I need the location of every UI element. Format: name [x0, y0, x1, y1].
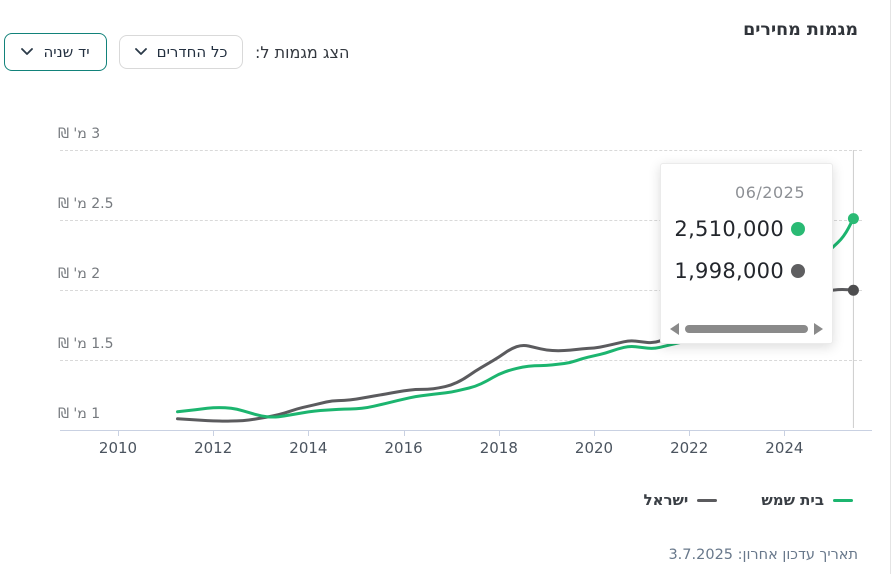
y-gridline: [60, 150, 862, 151]
x-axis-tick: [213, 430, 215, 436]
rooms-filter-value: כל החדרים: [156, 43, 228, 61]
tooltip-row-beit-shemesh: 2,510,000: [674, 215, 805, 243]
chart-legend: בית שמש ישראל: [644, 491, 853, 509]
legend-label-israel: ישראל: [643, 491, 689, 509]
x-axis-tick-label: 2016: [384, 439, 423, 457]
tooltip-row-israel: 1,998,000: [674, 257, 805, 285]
x-axis-tick: [498, 430, 500, 436]
x-axis-line: [60, 430, 872, 431]
israel-dot-icon: [791, 264, 805, 278]
tooltip-date: 06/2025: [735, 183, 805, 202]
last-update-date: תאריך עדכון אחרון: 3.7.2025: [668, 547, 858, 563]
scrollbar-thumb[interactable]: [685, 325, 808, 333]
beit-shemesh-dot-icon: [791, 222, 805, 236]
beit-shemesh-line-swatch: [833, 498, 853, 502]
tooltip-value-israel: 1,998,000: [674, 259, 784, 283]
y-axis-tick-label: 2 מ' ₪: [58, 266, 101, 282]
x-axis-tick-label: 2012: [194, 439, 233, 457]
y-axis-tick-label: 1.5 מ' ₪: [58, 336, 114, 352]
chart-tooltip: 06/2025 2,510,000 1,998,000: [660, 163, 833, 344]
trend-controls: הצג מגמות ל: כל החדרים יד שניה: [4, 33, 349, 71]
y-axis-tick-label: 3 מ' ₪: [58, 126, 101, 142]
chevron-down-icon: [21, 48, 34, 55]
x-axis-tick-label: 2022: [670, 439, 709, 457]
x-axis-tick: [403, 430, 405, 436]
deal-type-value: יד שניה: [43, 43, 90, 61]
x-axis-tick: [784, 430, 786, 436]
page-edge-divider: [890, 0, 891, 574]
y-axis-tick-label: 1 מ' ₪: [58, 406, 101, 422]
scroll-left-arrow-icon[interactable]: [670, 323, 679, 335]
scroll-right-arrow-icon[interactable]: [814, 323, 823, 335]
x-axis-tick-label: 2010: [98, 439, 138, 457]
rooms-filter-dropdown[interactable]: כל החדרים: [119, 35, 243, 69]
legend-item-israel[interactable]: ישראל: [644, 491, 718, 509]
x-axis-tick: [118, 430, 119, 436]
chevron-down-icon: [134, 48, 147, 55]
x-axis-tick-label: 2018: [479, 439, 518, 457]
x-axis-tick-label: 2014: [289, 439, 328, 457]
israel-line-swatch: [697, 498, 718, 502]
x-axis-tick: [594, 430, 595, 436]
y-gridline: [60, 360, 862, 361]
legend-label-beit-shemesh: בית שמש: [761, 491, 824, 509]
x-axis-tick-label: 2024: [765, 439, 804, 457]
controls-label: הצג מגמות ל:: [255, 42, 350, 62]
x-axis-tick: [308, 430, 310, 436]
legend-item-beit-shemesh[interactable]: בית שמש: [761, 491, 853, 509]
page-title: מגמות מחירים: [743, 20, 858, 40]
x-axis-tick-label: 2020: [574, 439, 614, 457]
tooltip-timeline-scrollbar[interactable]: [670, 322, 823, 336]
y-axis-tick-label: 2.5 מ' ₪: [58, 196, 114, 212]
last-point-dot: [847, 213, 859, 225]
deal-type-dropdown[interactable]: יד שניה: [4, 33, 107, 71]
tooltip-value-beit-shemesh: 2,510,000: [674, 217, 784, 241]
x-axis-tick: [689, 430, 691, 436]
